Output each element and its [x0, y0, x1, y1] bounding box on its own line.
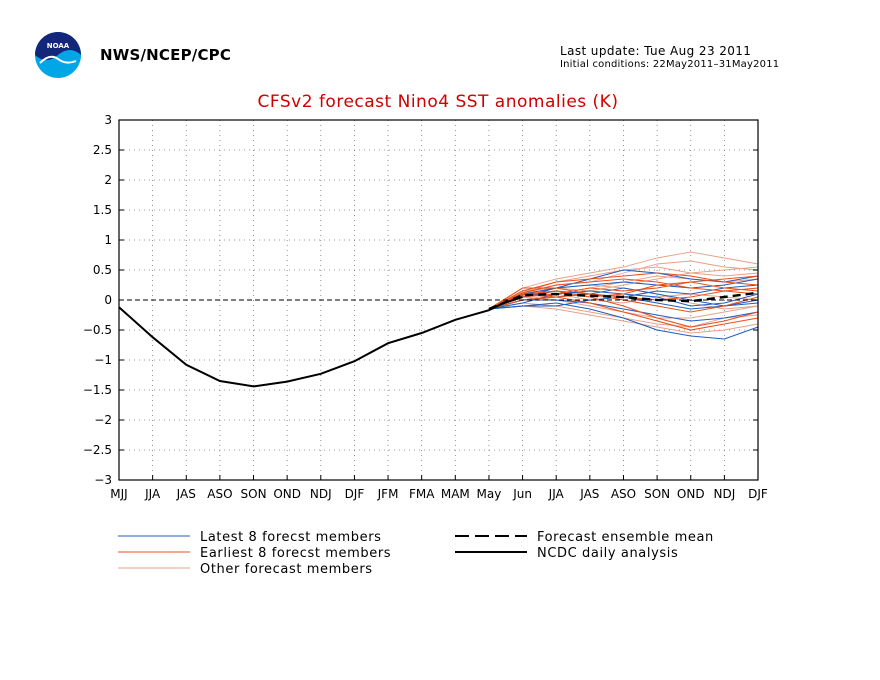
- x-tick-label-3: ASO: [207, 487, 232, 501]
- x-axis-ticks: MJJ JJA JAS ASO SON OND NDJ DJF JFM FMA MAM May Jun J…: [110, 475, 768, 501]
- x-tick-label-9: FMA: [409, 487, 435, 501]
- x-tick-label-10: MAM: [441, 487, 470, 501]
- x-tick-label-5: OND: [273, 487, 301, 501]
- x-tick-label-15: ASO: [611, 487, 636, 501]
- y-tick-label-0: 3: [104, 113, 112, 127]
- x-tick-label-11: May: [477, 487, 502, 501]
- legend-label-earliest: Earliest 8 forecst members: [200, 546, 391, 561]
- agency-label: NWS/NCEP/CPC: [100, 46, 232, 64]
- y-tick-label-5: 0.5: [93, 263, 112, 277]
- member-line-earliest-9: [488, 290, 759, 328]
- y-tick-label-6: 0: [104, 293, 112, 307]
- x-tick-label-16: SON: [644, 487, 670, 501]
- ensemble-mean-line: [488, 291, 759, 311]
- main-series: [118, 291, 759, 388]
- chart-title: CFSv2 forecast Nino4 SST anomalies (K): [258, 92, 619, 112]
- y-tick-label-11: −2.5: [83, 443, 112, 457]
- y-tick-label-10: −2: [94, 413, 112, 427]
- x-tick-label-8: JFM: [377, 487, 399, 501]
- x-tick-label-2: JAS: [176, 487, 196, 501]
- member-line-other-16: [488, 251, 759, 310]
- x-tick-label-4: SON: [241, 487, 267, 501]
- x-tick-label-18: NDJ: [713, 487, 735, 501]
- noaa-logo: NOAA: [35, 32, 81, 78]
- legend-label-other: Other forecast members: [200, 562, 373, 577]
- x-tick-label-14: JAS: [579, 487, 599, 501]
- last-update-text: Last update: Tue Aug 23 2011: [560, 44, 752, 58]
- member-line-earliest-13: [488, 278, 759, 310]
- member-line-other-17: [488, 260, 759, 310]
- y-tick-label-1: 2.5: [93, 143, 112, 157]
- member-line-latest-3: [488, 299, 759, 322]
- member-line-earliest-15: [488, 281, 759, 310]
- legend-label-latest: Latest 8 forecst members: [200, 530, 382, 545]
- x-tick-label-13: JJA: [548, 487, 565, 501]
- logo-text: NOAA: [47, 42, 70, 50]
- member-line-latest-0: [488, 302, 759, 340]
- y-tick-label-2: 2: [104, 173, 112, 187]
- x-tick-label-12: Jun: [512, 487, 532, 501]
- y-tick-label-8: −1: [94, 353, 112, 367]
- x-tick-label-1: JJA: [144, 487, 161, 501]
- y-axis-ticks: 3 2.5 2 1.5 1 0.5 0 −0.5 −1 −1.5 −2 −2.5 −3: [83, 113, 758, 487]
- x-tick-label-7: DJF: [345, 487, 365, 501]
- x-tick-label-0: MJJ: [110, 487, 127, 501]
- y-tick-label-7: −0.5: [83, 323, 112, 337]
- member-line-other-18: [488, 305, 759, 334]
- x-tick-label-19: DJF: [748, 487, 768, 501]
- y-tick-label-9: −1.5: [83, 383, 112, 397]
- member-line-earliest-10: [488, 275, 759, 310]
- legend-label-mean: Forecast ensemble mean: [537, 530, 714, 545]
- member-line-earliest-12: [488, 293, 759, 331]
- y-tick-label-4: 1: [104, 233, 112, 247]
- initial-conditions-text: Initial conditions: 22May2011–31May2011: [560, 59, 780, 70]
- legend-label-analysis: NCDC daily analysis: [537, 546, 678, 561]
- analysis-line: [118, 296, 523, 388]
- x-tick-label-17: OND: [677, 487, 705, 501]
- x-tick-label-6: NDJ: [310, 487, 332, 501]
- y-tick-label-12: −3: [94, 473, 112, 487]
- y-tick-label-3: 1.5: [93, 203, 112, 217]
